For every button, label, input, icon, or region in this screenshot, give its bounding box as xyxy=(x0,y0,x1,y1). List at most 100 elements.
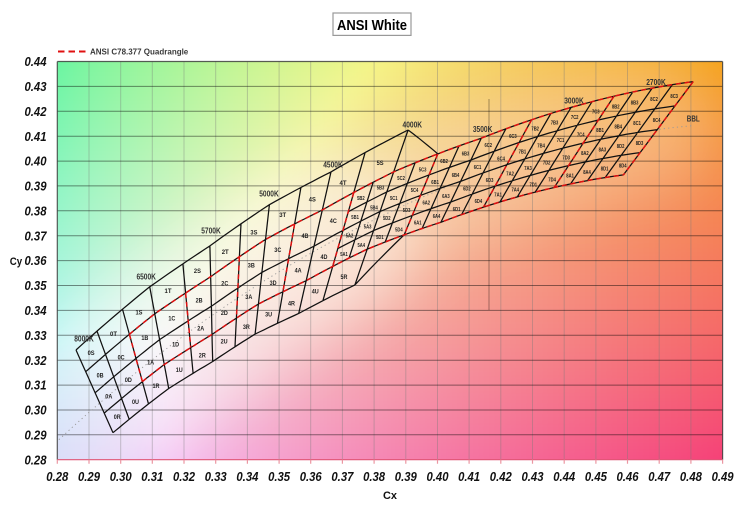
svg-text:3000K: 3000K xyxy=(564,96,584,105)
svg-text:7C2: 7C2 xyxy=(571,115,579,121)
svg-text:0.41: 0.41 xyxy=(458,470,480,484)
svg-text:7A3: 7A3 xyxy=(524,166,532,172)
svg-text:4T: 4T xyxy=(340,180,347,187)
svg-text:5D3: 5D3 xyxy=(403,208,411,214)
svg-text:0.29: 0.29 xyxy=(78,470,100,484)
svg-text:0.30: 0.30 xyxy=(110,470,132,484)
svg-text:8C3: 8C3 xyxy=(670,94,678,100)
svg-text:Cx: Cx xyxy=(383,490,398,502)
svg-text:0.35: 0.35 xyxy=(25,279,48,293)
svg-text:4500K: 4500K xyxy=(323,161,343,170)
svg-text:BBL: BBL xyxy=(687,114,700,124)
svg-text:0.31: 0.31 xyxy=(25,379,47,393)
svg-text:6B3: 6B3 xyxy=(462,152,470,158)
svg-text:8D2: 8D2 xyxy=(617,144,625,150)
svg-text:2A: 2A xyxy=(197,326,204,333)
svg-text:0.47: 0.47 xyxy=(648,470,671,484)
svg-text:6C1: 6C1 xyxy=(474,165,482,171)
svg-text:0.36: 0.36 xyxy=(300,470,323,484)
svg-text:7C3: 7C3 xyxy=(592,109,600,115)
svg-text:0.34: 0.34 xyxy=(25,304,47,318)
svg-text:3U: 3U xyxy=(265,312,272,319)
svg-text:0.49: 0.49 xyxy=(712,470,734,484)
svg-text:7B3: 7B3 xyxy=(551,121,559,127)
svg-text:5700K: 5700K xyxy=(201,226,221,235)
svg-text:4S: 4S xyxy=(309,197,316,204)
svg-text:7A4: 7A4 xyxy=(512,187,520,193)
svg-text:1U: 1U xyxy=(176,367,183,374)
svg-text:8A2: 8A2 xyxy=(581,151,589,157)
svg-text:0D: 0D xyxy=(125,377,132,384)
svg-text:0.30: 0.30 xyxy=(25,404,47,418)
svg-text:0.37: 0.37 xyxy=(25,229,48,243)
svg-text:8B4: 8B4 xyxy=(615,124,623,130)
svg-text:3D: 3D xyxy=(270,280,277,287)
svg-text:2U: 2U xyxy=(221,339,228,346)
svg-text:0.37: 0.37 xyxy=(331,470,354,484)
svg-text:2S: 2S xyxy=(194,268,201,275)
svg-text:6A3: 6A3 xyxy=(442,194,450,200)
svg-text:4A: 4A xyxy=(295,268,302,275)
svg-text:0.44: 0.44 xyxy=(25,55,47,69)
svg-text:8A1: 8A1 xyxy=(566,173,574,179)
svg-text:7D2: 7D2 xyxy=(543,161,551,167)
svg-text:2D: 2D xyxy=(221,310,228,317)
svg-text:0.39: 0.39 xyxy=(395,470,417,484)
svg-text:8D4: 8D4 xyxy=(619,164,627,170)
svg-text:1C: 1C xyxy=(168,315,175,322)
svg-text:5B2: 5B2 xyxy=(357,196,365,202)
svg-text:7C1: 7C1 xyxy=(557,138,565,144)
svg-text:4C: 4C xyxy=(330,218,337,225)
svg-text:4U: 4U xyxy=(312,289,319,296)
svg-text:4D: 4D xyxy=(321,254,328,261)
svg-text:7B2: 7B2 xyxy=(531,127,539,133)
svg-text:4000K: 4000K xyxy=(403,121,423,130)
svg-text:4R: 4R xyxy=(288,301,295,308)
svg-text:8B1: 8B1 xyxy=(596,128,604,134)
svg-text:6C3: 6C3 xyxy=(509,134,517,140)
svg-text:0.45: 0.45 xyxy=(585,470,608,484)
svg-text:6B1: 6B1 xyxy=(431,180,439,186)
svg-text:ANSI White: ANSI White xyxy=(337,18,407,34)
svg-text:6D1: 6D1 xyxy=(453,207,461,213)
svg-text:7D3: 7D3 xyxy=(562,155,570,161)
svg-text:6C4: 6C4 xyxy=(497,157,505,163)
svg-text:0.40: 0.40 xyxy=(427,470,449,484)
svg-text:2R: 2R xyxy=(199,353,206,360)
svg-text:5R: 5R xyxy=(341,274,348,281)
svg-text:0.31: 0.31 xyxy=(141,470,163,484)
svg-text:0.33: 0.33 xyxy=(205,470,227,484)
svg-text:8D1: 8D1 xyxy=(601,167,609,173)
svg-text:0.40: 0.40 xyxy=(25,155,47,169)
svg-text:0.42: 0.42 xyxy=(25,105,47,119)
svg-text:4B: 4B xyxy=(302,233,309,240)
svg-text:7D1: 7D1 xyxy=(530,182,538,188)
svg-text:3R: 3R xyxy=(243,324,250,331)
svg-text:1B: 1B xyxy=(141,335,148,342)
svg-text:0.39: 0.39 xyxy=(25,180,47,194)
svg-text:8C2: 8C2 xyxy=(650,97,658,103)
svg-text:0R: 0R xyxy=(114,414,121,421)
svg-text:0T: 0T xyxy=(110,331,117,338)
svg-text:0A: 0A xyxy=(105,394,112,401)
svg-text:5D1: 5D1 xyxy=(376,235,384,241)
svg-text:3C: 3C xyxy=(274,247,281,254)
svg-text:0.46: 0.46 xyxy=(617,470,640,484)
svg-text:6500K: 6500K xyxy=(136,272,156,281)
svg-text:0.35: 0.35 xyxy=(268,470,291,484)
svg-text:3S: 3S xyxy=(250,230,257,237)
svg-text:6D4: 6D4 xyxy=(475,199,483,205)
svg-text:6B2: 6B2 xyxy=(440,159,448,165)
svg-text:8C4: 8C4 xyxy=(653,118,661,124)
svg-text:2B: 2B xyxy=(196,298,203,305)
svg-text:3A: 3A xyxy=(245,294,252,301)
svg-text:3B: 3B xyxy=(248,262,255,269)
svg-text:5S: 5S xyxy=(377,160,384,167)
svg-text:0.28: 0.28 xyxy=(25,453,47,467)
svg-text:0B: 0B xyxy=(97,372,104,379)
svg-text:5A3: 5A3 xyxy=(364,225,372,231)
svg-text:8D3: 8D3 xyxy=(636,141,644,147)
svg-text:5C1: 5C1 xyxy=(390,196,398,202)
svg-text:5B4: 5B4 xyxy=(370,205,378,211)
svg-text:3500K: 3500K xyxy=(473,125,493,134)
